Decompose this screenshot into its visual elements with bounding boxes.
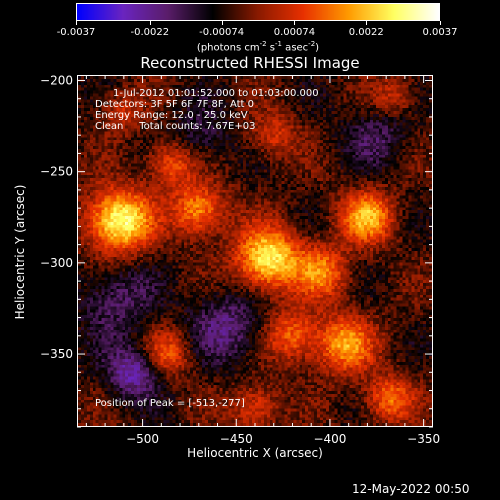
info-time-range: 1-Jul-2012 01:01:52.000 to 01:03:00.000 [113,88,319,99]
x-tick-label: −500 [126,432,159,446]
colorbar-tick-label: -0.0037 [56,27,96,38]
colorbar [76,3,440,21]
x-tick-label: −450 [220,432,253,446]
colorbar-tick-label: 0.00074 [273,27,316,38]
info-total-counts: Clean Total counts: 7.67E+03 [95,121,256,132]
rhessi-image [78,76,432,426]
y-tick-label: −200 [40,73,73,87]
y-tick-label: −300 [40,256,73,270]
y-axis-label: Heliocentric Y (arcsec) [13,184,27,320]
colorbar-tick [221,21,223,25]
x-axis-label: Heliocentric X (arcsec) [187,446,323,460]
colorbar-tick-label: 0.0037 [422,27,458,38]
colorbar-gradient [77,4,439,20]
colorbar-tick-label: 0.0022 [348,27,384,38]
colorbar-tick [149,21,151,25]
y-tick-label: −250 [40,165,73,179]
info-detectors: Detectors: 3F 5F 6F 7F 8F, Att 0 [95,99,255,110]
colorbar-tick-label: -0.0022 [130,27,170,38]
info-energy-range: Energy Range: 12.0 - 25.0 keV [95,110,248,121]
colorbar-tick [366,21,368,25]
timestamp: 12-May-2022 00:50 [352,482,470,496]
colorbar-tick-label: -0.00074 [199,27,245,38]
x-tick-label: −400 [313,432,346,446]
x-tick-label: −350 [407,432,440,446]
colorbar-tick [440,21,441,25]
plot-area [77,75,433,427]
chart-title: Reconstructed RHESSI Image [140,54,360,72]
colorbar-tick [76,21,77,25]
y-tick-label: −350 [40,347,73,361]
colorbar-tick [294,21,296,25]
colorbar-units: (photons cm-2 s-1 asec-2) [196,40,320,54]
peak-position: Position of Peak = [-513,-277] [95,398,245,409]
